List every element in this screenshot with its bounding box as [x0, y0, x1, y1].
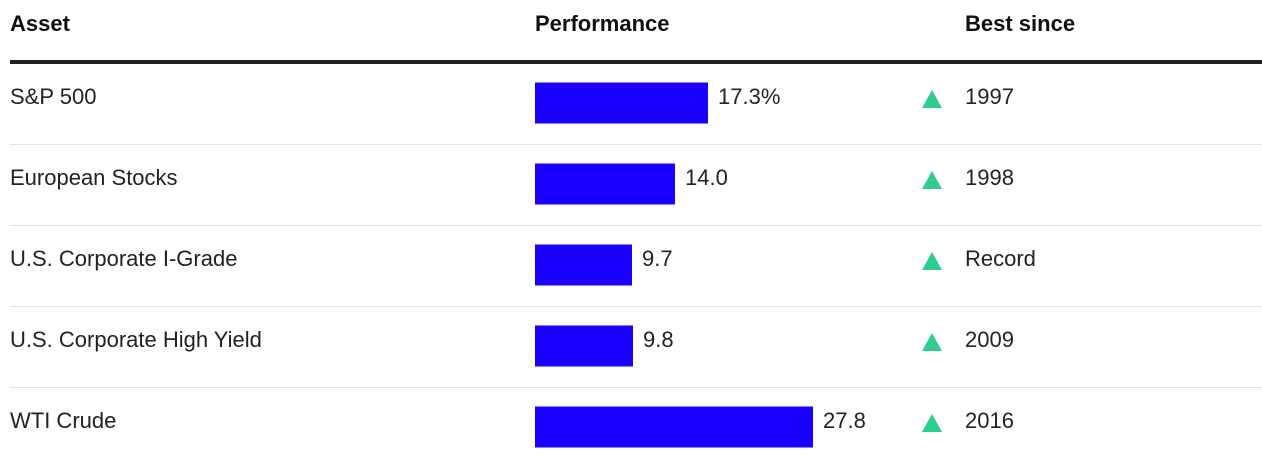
row-separator [10, 306, 1262, 307]
header-rule [10, 60, 1262, 64]
value-label: 9.7 [642, 246, 673, 271]
column-header: Best since [965, 11, 1075, 36]
row-separator [10, 387, 1262, 388]
asset-name: European Stocks [10, 165, 178, 190]
asset-name: U.S. Corporate High Yield [10, 327, 262, 352]
bar [535, 82, 708, 124]
asset-name: U.S. Corporate I-Grade [10, 246, 237, 271]
bar [535, 325, 633, 367]
up-triangle [922, 333, 942, 351]
best-since: Record [965, 246, 1036, 271]
up-triangle [922, 414, 942, 432]
best-since: 1997 [965, 84, 1014, 109]
column-header: Performance [535, 11, 670, 36]
value-label: 14.0 [685, 165, 728, 190]
asset-name: S&P 500 [10, 84, 96, 109]
up-triangle [922, 252, 942, 270]
bar [535, 244, 632, 286]
value-label: 9.8 [643, 327, 674, 352]
up-triangle [922, 171, 942, 189]
bar [535, 163, 675, 205]
bar [535, 406, 813, 448]
best-since: 1998 [965, 165, 1014, 190]
column-header: Asset [10, 11, 71, 36]
value-label: 27.8 [823, 408, 866, 433]
row-separator [10, 225, 1262, 226]
asset-name: WTI Crude [10, 408, 116, 433]
best-since: 2009 [965, 327, 1014, 352]
best-since: 2016 [965, 408, 1014, 433]
up-triangle [922, 90, 942, 108]
row-separator [10, 144, 1262, 145]
value-label: 17.3% [718, 84, 780, 109]
